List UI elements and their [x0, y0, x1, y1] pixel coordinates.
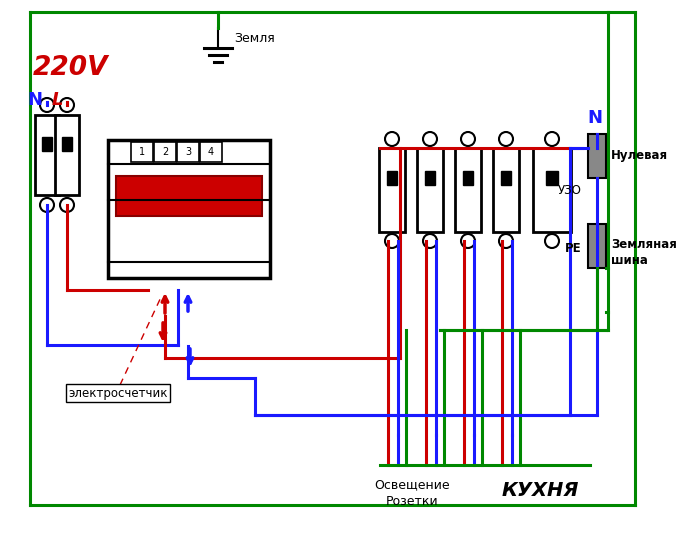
Text: Земляная
шина: Земляная шина — [611, 237, 677, 266]
Bar — [177, 142, 199, 162]
Bar — [62, 137, 72, 151]
Text: Нулевая: Нулевая — [611, 148, 668, 161]
Text: УЗО: УЗО — [558, 183, 582, 196]
Text: КУХНЯ: КУХНЯ — [501, 480, 579, 499]
Text: Земля: Земля — [234, 32, 275, 45]
Bar — [387, 171, 397, 185]
Text: Освещение
Розетки: Освещение Розетки — [374, 478, 450, 508]
Bar — [116, 176, 262, 216]
Text: N: N — [28, 91, 42, 109]
Bar — [425, 171, 435, 185]
Bar — [588, 134, 606, 178]
Text: 3: 3 — [185, 147, 191, 157]
Text: N: N — [587, 109, 603, 127]
Text: 1: 1 — [139, 147, 145, 157]
Bar — [42, 137, 52, 151]
Bar — [108, 140, 270, 278]
Bar — [55, 115, 79, 195]
Bar — [463, 171, 473, 185]
Bar — [417, 148, 443, 232]
Text: 220V: 220V — [33, 55, 108, 81]
Text: 4: 4 — [208, 147, 214, 157]
Bar — [35, 115, 59, 195]
Bar — [379, 148, 405, 232]
Bar — [501, 171, 511, 185]
Bar — [546, 171, 558, 185]
Bar — [200, 142, 222, 162]
Text: PE: PE — [564, 242, 581, 254]
Text: L: L — [51, 91, 63, 109]
Text: электросчетчик: электросчетчик — [68, 386, 167, 400]
Bar — [154, 142, 176, 162]
Text: 2: 2 — [162, 147, 168, 157]
Bar — [533, 148, 571, 232]
Bar — [131, 142, 153, 162]
Bar — [493, 148, 519, 232]
Bar — [455, 148, 481, 232]
Bar — [588, 224, 606, 268]
